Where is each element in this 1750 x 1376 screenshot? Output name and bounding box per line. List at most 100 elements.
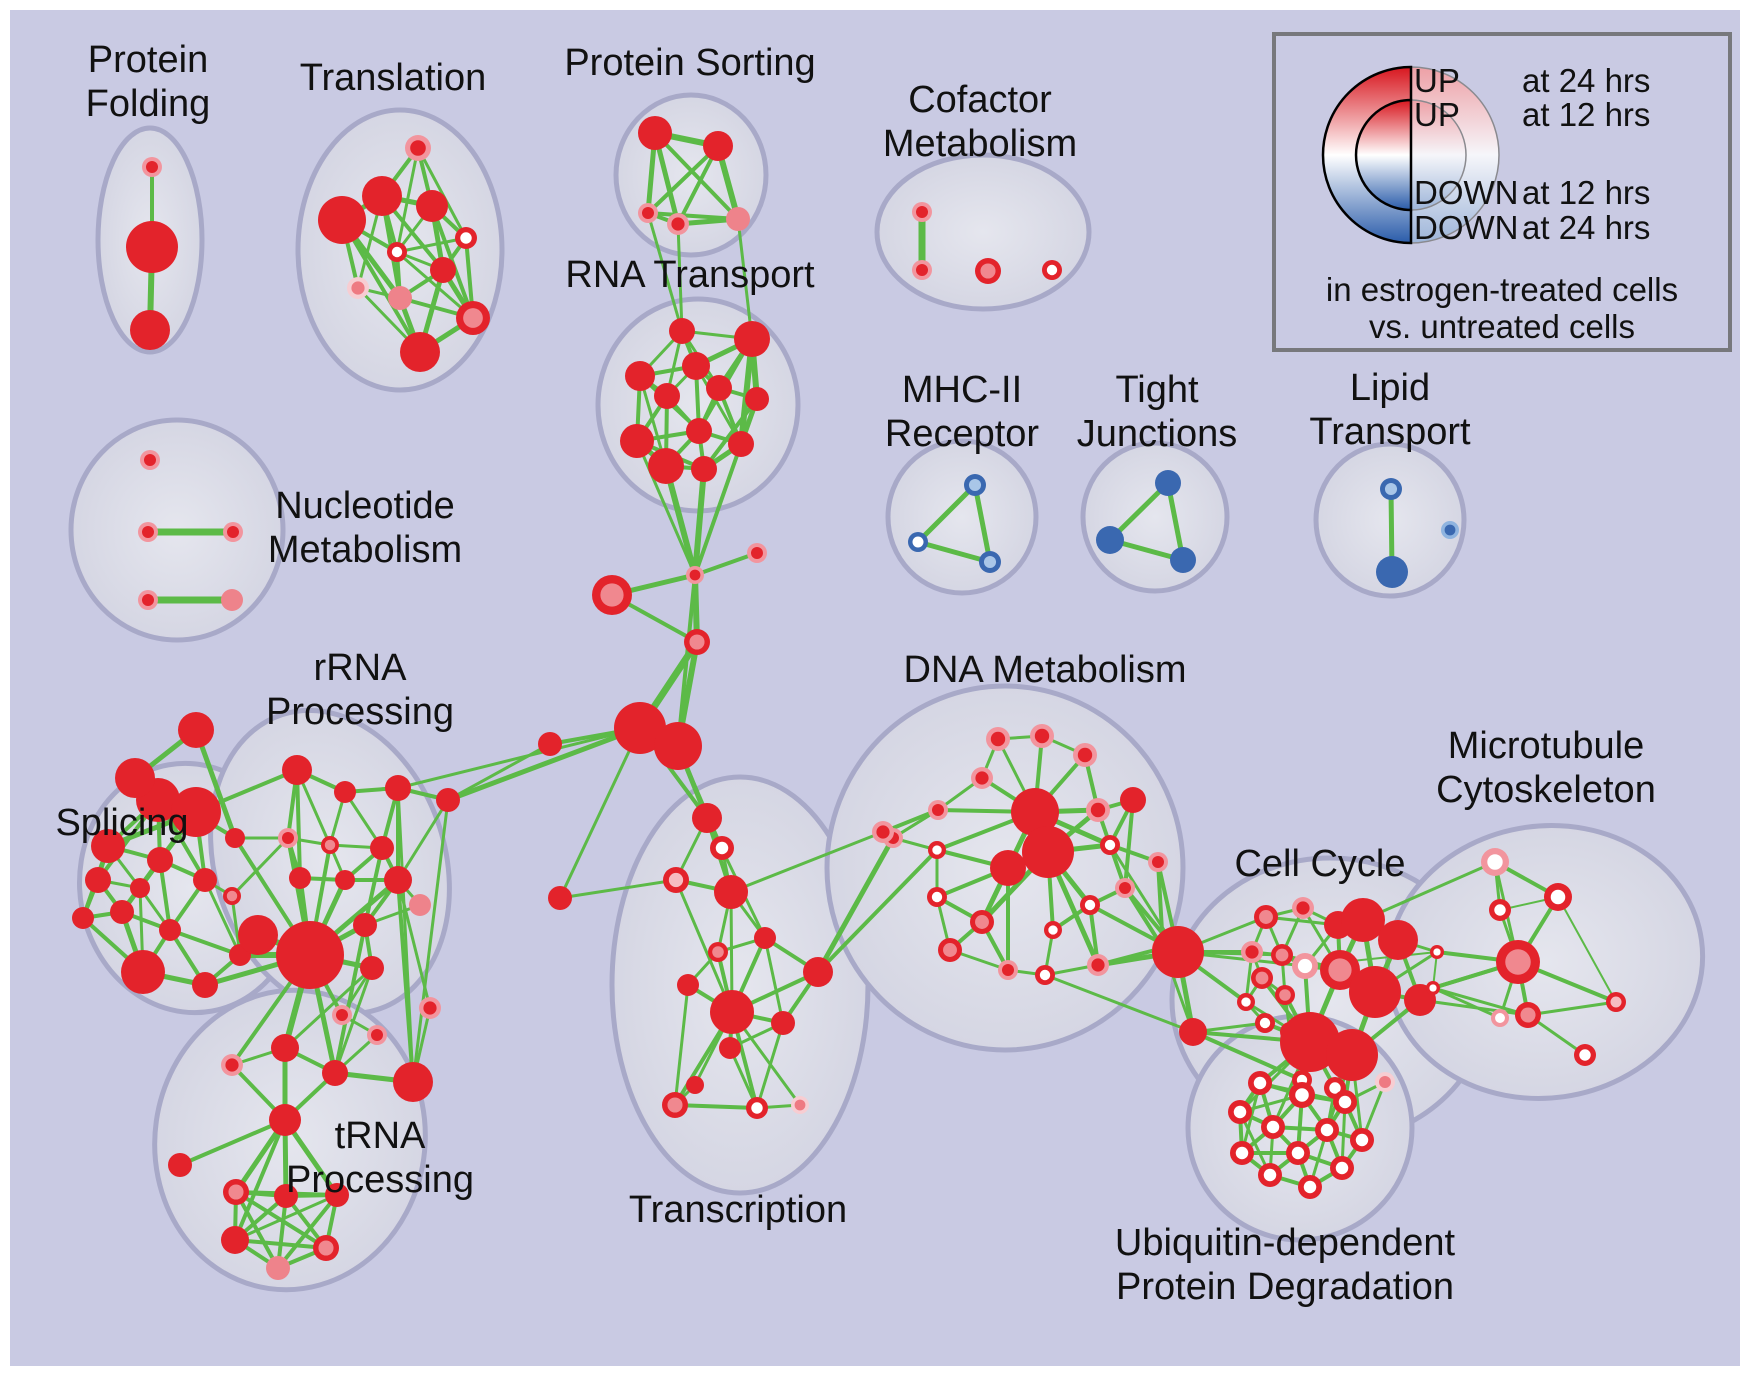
gene-node-connector [592, 575, 632, 615]
edge-trna-processing [276, 1193, 339, 1270]
cluster-label-transcription: Transcription [629, 1189, 847, 1231]
gene-node-microtubule-cytoskeleton [1544, 883, 1572, 911]
gene-node-tight-junctions [1170, 547, 1196, 573]
gene-node-transcription [754, 927, 776, 949]
gene-node-protein-sorting [638, 116, 672, 150]
gene-node-trna-processing [269, 1104, 301, 1136]
edge-splicing [203, 878, 242, 957]
inter-cluster-edge [558, 726, 642, 900]
gene-node-transcription [710, 990, 754, 1034]
inter-cluster-edge [635, 439, 697, 577]
gene-node-rrna-processing [409, 894, 431, 916]
gene-node-rrna-processing [282, 755, 312, 785]
edge-transcription [673, 1103, 759, 1110]
gene-node-cell-cycle [1255, 1013, 1275, 1033]
gene-node-cell-cycle [1280, 1012, 1340, 1072]
legend-up24-time: at 24 hrs [1522, 62, 1651, 99]
nodes-layer [72, 116, 1626, 1280]
gene-node-cell-cycle [1251, 967, 1273, 989]
gene-node-rrna-processing [419, 997, 441, 1019]
gene-node-splicing [130, 878, 150, 898]
gene-node-connector [614, 702, 666, 754]
gene-node-translation [387, 242, 407, 262]
inter-cluster-edge [1043, 973, 1195, 1034]
gene-node-rna-transport [669, 318, 695, 344]
gene-node-rna-transport [682, 352, 710, 380]
gene-node-rrna-processing [436, 788, 460, 812]
gene-node-ubiquitin-degradation [1350, 1128, 1374, 1152]
edge-translation [340, 218, 422, 354]
gene-node-dna-metabolism [1120, 787, 1146, 813]
gene-node-translation [416, 190, 448, 222]
inter-cluster-edge [692, 466, 707, 578]
gene-node-microtubule-cytoskeleton [1489, 899, 1511, 921]
gene-node-rna-transport [745, 387, 769, 411]
gene-node-cell-cycle [1237, 993, 1255, 1011]
cluster-label-splicing: Splicing [55, 802, 188, 844]
gene-node-translation [400, 332, 440, 372]
edge-rrna-processing [411, 798, 450, 1084]
gene-node-connector [538, 732, 562, 756]
gene-node-connector [1152, 926, 1204, 978]
gene-node-rrna-processing [221, 1054, 243, 1076]
edge-rrna-processing [396, 786, 415, 1084]
gene-node-dna-metabolism [1100, 835, 1120, 855]
gene-node-trna-processing [266, 1256, 290, 1280]
gene-node-transcription [746, 1097, 768, 1119]
gene-node-nucleotide-metabolism [140, 450, 160, 470]
edge-rrna-processing [283, 966, 374, 1050]
gene-node-dna-metabolism [1022, 826, 1074, 878]
gene-node-ubiquitin-degradation [1330, 1156, 1354, 1180]
cluster-label-mhc-ii-receptor: MHC-II Receptor [885, 369, 1040, 455]
gene-node-ubiquitin-degradation [1286, 1141, 1310, 1165]
cluster-label-rna-transport: RNA Transport [565, 254, 815, 296]
gene-node-connector [654, 722, 702, 770]
edge-rna-transport [702, 397, 759, 471]
gene-node-rna-transport [728, 431, 754, 457]
gene-node-tight-junctions [1155, 470, 1181, 496]
gene-node-translation [456, 301, 490, 335]
cluster-label-cofactor-metabolism: Cofactor Metabolism [883, 79, 1077, 165]
gene-node-dna-metabolism [1086, 798, 1110, 822]
gene-node-cell-cycle [1341, 898, 1385, 942]
inter-cluster-edge [1361, 860, 1497, 922]
gene-node-connector [115, 758, 155, 798]
gene-node-protein-folding [142, 157, 162, 177]
gene-node-transcription [791, 1096, 809, 1114]
gene-node-microtubule-cytoskeleton [1481, 848, 1509, 876]
gene-node-trna-processing [274, 1184, 298, 1208]
gene-node-protein-sorting [638, 203, 658, 223]
gene-node-rna-transport [686, 418, 712, 444]
gene-node-rna-transport [620, 424, 654, 458]
gene-node-splicing [147, 847, 173, 873]
gene-node-microtubule-cytoskeleton [1515, 1002, 1541, 1028]
gene-node-rrna-processing [332, 1005, 352, 1025]
edge-transcription [673, 983, 690, 1107]
gene-node-protein-sorting [703, 131, 733, 161]
inter-cluster-edge [230, 836, 290, 898]
gene-node-trna-processing [221, 1226, 249, 1254]
gene-node-nucleotide-metabolism [221, 589, 243, 611]
edge-translation [395, 236, 468, 254]
gene-node-lipid-transport [1380, 478, 1402, 500]
gene-node-translation [347, 277, 369, 299]
gene-node-rrna-processing [367, 1025, 387, 1045]
gene-node-rna-transport [706, 375, 732, 401]
inter-cluster-edge [663, 463, 698, 578]
edge-rrna-processing [333, 923, 367, 1075]
inter-cluster-edge [676, 573, 697, 748]
gene-node-cell-cycle [1254, 905, 1278, 929]
gene-node-rrna-processing [276, 921, 344, 989]
cluster-label-cell-cycle: Cell Cycle [1234, 843, 1405, 885]
legend-caption-line2: vs. untreated cells [1369, 308, 1635, 345]
edge-rrna-processing [295, 768, 302, 880]
edge-translation [416, 146, 468, 240]
gene-node-mhc-ii-receptor [979, 551, 1001, 573]
gene-node-dna-metabolism [1087, 954, 1109, 976]
inter-cluster-edge [693, 551, 759, 577]
edge-protein-sorting [653, 131, 740, 221]
gene-node-protein-folding [126, 221, 178, 273]
inter-cluster-edge [445, 725, 643, 803]
cluster-label-translation: Translation [300, 57, 487, 99]
gene-node-translation [318, 196, 366, 244]
